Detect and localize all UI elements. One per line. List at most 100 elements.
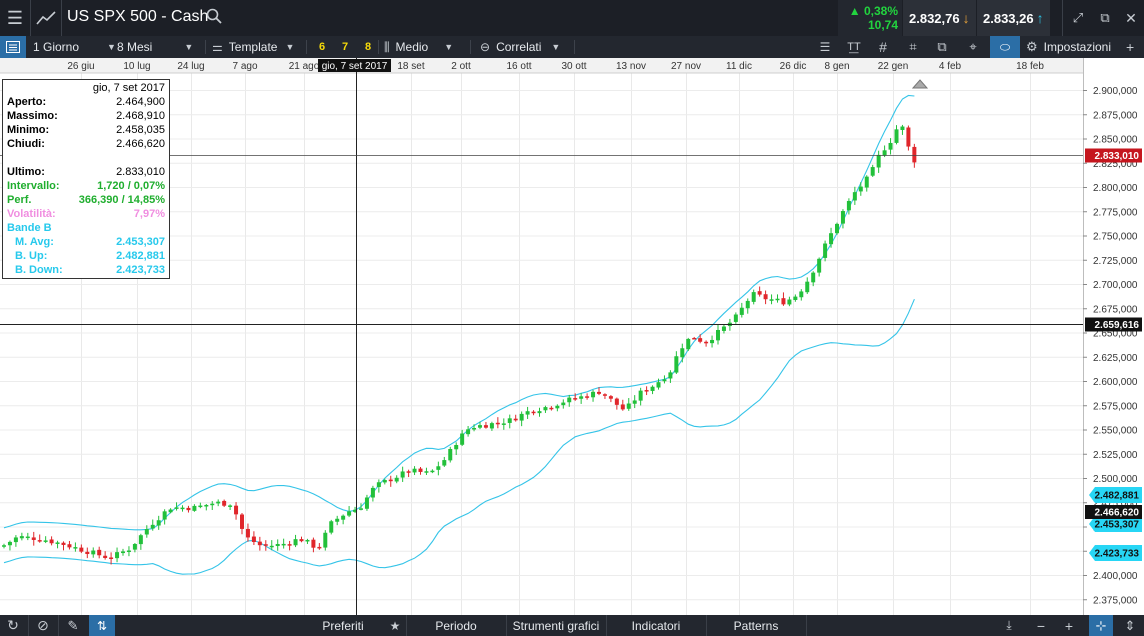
candle — [150, 519, 155, 531]
expand-axis-icon[interactable]: ⇕ — [1124, 617, 1136, 633]
favorites-tab[interactable]: Preferiti — [322, 618, 364, 633]
correlated-dropdown[interactable]: ⊖ Correlati ▼ — [480, 36, 560, 58]
candle-body — [162, 511, 167, 520]
candle-body — [751, 292, 756, 302]
grid-icon[interactable]: # — [879, 39, 887, 55]
sell-price-button[interactable]: 2.832,76 ↓ — [903, 0, 976, 36]
candle-body — [882, 150, 887, 156]
candle — [614, 397, 619, 410]
candle — [668, 370, 673, 383]
candle — [478, 421, 482, 430]
candle — [13, 535, 18, 547]
buy-price-button[interactable]: 2.833,26 ↑ — [977, 0, 1050, 36]
clear-icon[interactable]: ⊘ — [37, 617, 49, 633]
crosshair-toggle-icon[interactable]: ⊹ — [1089, 615, 1113, 636]
quick-template-6[interactable]: 6 — [319, 41, 326, 53]
fullscreen-icon[interactable]: ⤢ — [1072, 10, 1084, 25]
x-axis-strip — [0, 58, 1083, 73]
close-icon[interactable]: ✕ — [1125, 9, 1137, 26]
y-tick-label: 2.875,000 — [1093, 110, 1138, 121]
candle-body — [228, 505, 233, 507]
y-tick-label: 2.700,000 — [1093, 280, 1138, 291]
candle — [198, 502, 203, 509]
search-icon[interactable] — [206, 8, 222, 29]
candle — [579, 393, 584, 404]
candle-body — [382, 480, 387, 483]
candle-body — [454, 444, 459, 450]
candle — [2, 543, 6, 549]
pencil-icon[interactable]: ✎ — [67, 617, 79, 633]
indicators-tab[interactable]: Indicatori — [631, 618, 681, 633]
quick-template-7[interactable]: 7 — [342, 41, 349, 53]
info-open-value: 2.464,900 — [116, 96, 165, 108]
reset-icon[interactable]: ↻ — [7, 617, 19, 633]
candle — [513, 414, 518, 422]
candle — [359, 503, 363, 511]
template-dropdown[interactable]: ⚌ Template ▼ — [212, 36, 294, 58]
info-bollinger-label: Bande B — [7, 222, 52, 234]
candle-body — [370, 487, 375, 498]
patterns-tab[interactable]: Patterns — [733, 618, 779, 633]
crosshair-grid-icon[interactable]: ⌗ — [909, 39, 917, 54]
zoom-out-icon[interactable]: − — [1036, 617, 1046, 634]
candle — [561, 399, 566, 409]
candle — [79, 544, 84, 554]
candle-body — [585, 396, 590, 398]
candle-body — [549, 407, 554, 410]
settings-button[interactable]: ⚙ Impostazioni — [1026, 36, 1111, 58]
candle-body — [150, 524, 155, 529]
zoom-in-icon[interactable]: + — [1064, 617, 1074, 634]
cursor-icon[interactable]: ⇅ — [89, 615, 115, 636]
candle-body — [561, 402, 566, 406]
candle — [37, 534, 42, 543]
candle — [91, 547, 96, 558]
quick-template-8[interactable]: 8 — [365, 41, 372, 53]
layers-icon[interactable]: ⧉ — [937, 39, 947, 54]
info-bdown-value: 2.423,733 — [116, 264, 165, 276]
menu-icon[interactable]: ☰ — [6, 7, 24, 28]
text-tool-icon[interactable]: T͟T — [847, 41, 861, 53]
chart-style-dropdown[interactable]: ⫼ Medio ▼ — [384, 36, 453, 58]
candle — [805, 277, 810, 295]
list-icon[interactable] — [0, 36, 26, 58]
chart-type-icon[interactable] — [31, 0, 61, 36]
title-bar: ☰ US SPX 500 - Cash ▲ 0,38% 10,74 2.832,… — [0, 0, 1144, 36]
add-icon[interactable]: + — [1126, 39, 1135, 55]
candle — [454, 442, 459, 456]
popout-icon[interactable]: ⧉ — [1100, 10, 1110, 25]
interval-dropdown[interactable]: 1 Giorno ▼ — [33, 36, 116, 58]
candle — [400, 466, 405, 482]
range-dropdown[interactable]: 8 Mesi ▼ — [117, 36, 193, 58]
instrument-title[interactable]: US SPX 500 - Cash — [67, 8, 209, 25]
candle-body — [174, 507, 179, 509]
fit-icon[interactable]: ⤓ — [1006, 618, 1012, 632]
candle-body — [745, 300, 750, 309]
candle — [858, 182, 863, 196]
ruler-icon[interactable]: ☰ — [819, 40, 831, 54]
candle-body — [692, 337, 697, 340]
candle-body — [126, 550, 131, 553]
star-icon[interactable]: ★ — [389, 618, 401, 633]
last-price-tag-shape — [1085, 148, 1142, 163]
candle — [775, 294, 780, 303]
candle-body — [222, 500, 227, 506]
price-chart[interactable]: 26 giu 10 lug 24 lug 7 ago 21 ago 18 set 2 ott… — [0, 58, 1144, 615]
candle — [650, 385, 655, 395]
candle — [388, 475, 393, 487]
candle-body — [210, 503, 215, 506]
tag-icon[interactable]: ⬭ — [990, 36, 1020, 58]
drawing-tools-tab[interactable]: Strumenti grafici — [512, 618, 600, 633]
ohlc-info-panel: gio, 7 set 2017 Aperto: 2.464,900 Massimo… — [2, 79, 170, 279]
period-tab[interactable]: Periodo — [435, 618, 477, 633]
candle-body — [121, 551, 125, 554]
x-tick-label: 11 dic — [726, 61, 752, 72]
crosshair-icon[interactable]: ⌖ — [969, 39, 977, 54]
candle — [317, 543, 322, 550]
candle-body — [626, 403, 631, 409]
candle — [793, 294, 798, 302]
candle — [567, 394, 572, 407]
candle — [7, 540, 12, 551]
candle-body — [281, 543, 286, 546]
candle — [585, 393, 590, 400]
x-tick-label: 21 ago — [289, 61, 320, 72]
